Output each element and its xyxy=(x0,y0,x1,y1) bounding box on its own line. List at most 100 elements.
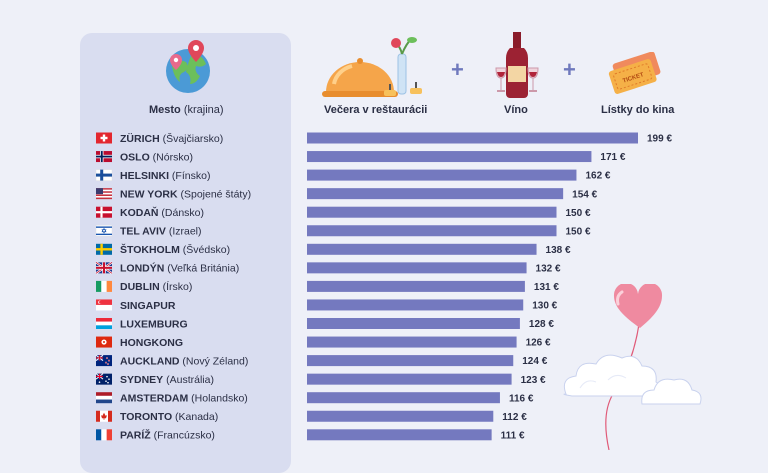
finland-flag-icon xyxy=(95,169,113,181)
chart-row: TORONTO (Kanada) 112 € xyxy=(96,410,527,423)
city-label: HELSINKI (Fínsko) xyxy=(120,170,210,182)
city-header: Mesto xyxy=(149,104,181,116)
price-value-label: 111 € xyxy=(501,430,525,441)
chart-row: PARÍŽ (Francúzsko) 111 € xyxy=(96,429,525,442)
chart-row: AMSTERDAM (Holandsko) 116 € xyxy=(96,392,534,405)
price-value-label: 132 € xyxy=(536,263,561,274)
luxembourg-flag-icon xyxy=(96,318,112,329)
norway-flag-icon xyxy=(96,151,112,163)
city-name: LUXEMBURG xyxy=(120,318,188,330)
canada-flag-icon xyxy=(96,410,112,422)
price-value-label: 150 € xyxy=(565,208,590,219)
price-bar xyxy=(307,206,557,218)
price-value-label: 112 € xyxy=(502,412,527,423)
city-name: SYDNEY xyxy=(120,374,163,386)
price-bar xyxy=(307,262,527,274)
country-header: (krajina) xyxy=(183,104,224,116)
country-name: (Francúzsko) xyxy=(151,430,215,442)
country-name: (Veľká Británia) xyxy=(164,263,239,275)
chart-row: HELSINKI (Fínsko) 162 € xyxy=(95,169,611,182)
city-label: OSLO (Nórsko) xyxy=(120,151,193,163)
city-name: ZÜRICH xyxy=(120,132,160,145)
city-name: HONGKONG xyxy=(120,337,183,349)
city-name: OSLO xyxy=(120,151,150,163)
city-label: TORONTO (Kanada) xyxy=(120,411,218,423)
france-flag-icon xyxy=(96,429,112,441)
chart-row: DUBLIN (Írsko) 131 € xyxy=(96,280,559,293)
city-label: ŠTOKHOLM (Švédsko) xyxy=(120,243,230,256)
chart-row: SINGAPUR 130 € xyxy=(96,299,558,312)
city-label: PARÍŽ (Francúzsko) xyxy=(120,429,215,442)
israel-flag-icon xyxy=(95,225,113,237)
price-bar xyxy=(307,355,514,367)
country-name: (Austrália) xyxy=(163,374,214,386)
price-bar xyxy=(307,373,512,385)
hongkong-flag-icon xyxy=(96,336,112,348)
chart-row: NEW YORK (Spojené štáty) 154 € xyxy=(96,188,598,200)
chart-row: KODAŇ (Dánsko) 150 € xyxy=(96,206,591,219)
price-value-label: 138 € xyxy=(546,245,571,256)
price-bar xyxy=(307,280,525,292)
country-name: (Izrael) xyxy=(166,226,202,238)
price-bar xyxy=(307,188,564,200)
tickets-header: Lístky do kina xyxy=(601,104,675,116)
country-name: (Nový Zéland) xyxy=(180,355,249,367)
price-bar xyxy=(307,318,520,329)
plus-sign: + xyxy=(451,57,464,82)
newzealand-flag-icon xyxy=(95,354,112,367)
price-value-label: 199 € xyxy=(647,134,672,145)
chart-row: LUXEMBURG 128 € xyxy=(96,318,554,330)
chart-row: TEL AVIV (Izrael) 150 € xyxy=(95,225,591,238)
price-value-label: 124 € xyxy=(522,356,547,367)
price-value-label: 131 € xyxy=(534,282,559,293)
chart-row: AUCKLAND (Nový Zéland) 124 € xyxy=(95,354,548,367)
price-value-label: 126 € xyxy=(526,338,551,349)
city-label: AMSTERDAM (Holandsko) xyxy=(120,393,248,405)
city-label: ZÜRICH (Švajčiarsko) xyxy=(120,132,223,145)
country-name: (Fínsko) xyxy=(169,170,210,182)
singapore-flag-icon xyxy=(96,299,112,311)
country-name: (Holandsko) xyxy=(188,393,248,405)
chart-row: ZÜRICH (Švajčiarsko) 199 € xyxy=(96,132,672,145)
chart-row: SYDNEY (Austrália) 123 € xyxy=(95,373,546,386)
price-bar xyxy=(307,132,638,144)
city-name: AUCKLAND xyxy=(120,355,180,367)
city-country-header: Mesto (krajina) xyxy=(149,104,224,116)
city-label: SINGAPUR xyxy=(120,300,176,312)
price-value-label: 130 € xyxy=(532,301,557,312)
plus-sign: + xyxy=(563,57,576,82)
city-label: HONGKONG xyxy=(120,337,183,349)
globe-pin-icon xyxy=(166,40,210,93)
switzerland-flag-icon xyxy=(96,132,112,144)
price-value-label: 162 € xyxy=(585,171,610,182)
chart-row: HONGKONG 126 € xyxy=(96,336,551,349)
netherlands-flag-icon xyxy=(96,392,112,404)
city-name: NEW YORK xyxy=(120,188,178,200)
price-value-label: 150 € xyxy=(565,226,590,237)
uk-flag-icon xyxy=(95,261,113,275)
price-bar xyxy=(307,429,492,441)
country-name: (Švajčiarsko) xyxy=(160,132,224,145)
country-name: (Dánsko) xyxy=(159,207,205,219)
price-bar xyxy=(307,151,592,163)
price-value-label: 123 € xyxy=(521,375,546,386)
price-bar xyxy=(307,225,557,237)
city-name: SINGAPUR xyxy=(120,300,176,312)
price-bar xyxy=(307,169,577,181)
price-value-label: 171 € xyxy=(600,152,625,163)
wine-header: Víno xyxy=(504,104,528,116)
city-label: LONDÝN (Veľká Británia) xyxy=(120,262,239,275)
city-label: KODAŇ (Dánsko) xyxy=(120,206,204,219)
ireland-flag-icon xyxy=(96,280,112,292)
city-name: TEL AVIV xyxy=(120,226,166,238)
country-name: (Švédsko) xyxy=(180,243,230,256)
city-label: SYDNEY (Austrália) xyxy=(120,374,214,386)
city-price-bar-chart: ZÜRICH (Švajčiarsko) 199 € OSLO (Nórsko) 17… xyxy=(95,132,672,442)
denmark-flag-icon xyxy=(96,206,112,218)
city-column-panel xyxy=(80,33,291,473)
city-label: TEL AVIV (Izrael) xyxy=(120,226,202,238)
country-name: (Spojené štáty) xyxy=(178,188,252,200)
city-name: LONDÝN xyxy=(120,262,164,275)
city-name: DUBLIN xyxy=(120,281,160,293)
price-value-label: 116 € xyxy=(509,393,534,404)
